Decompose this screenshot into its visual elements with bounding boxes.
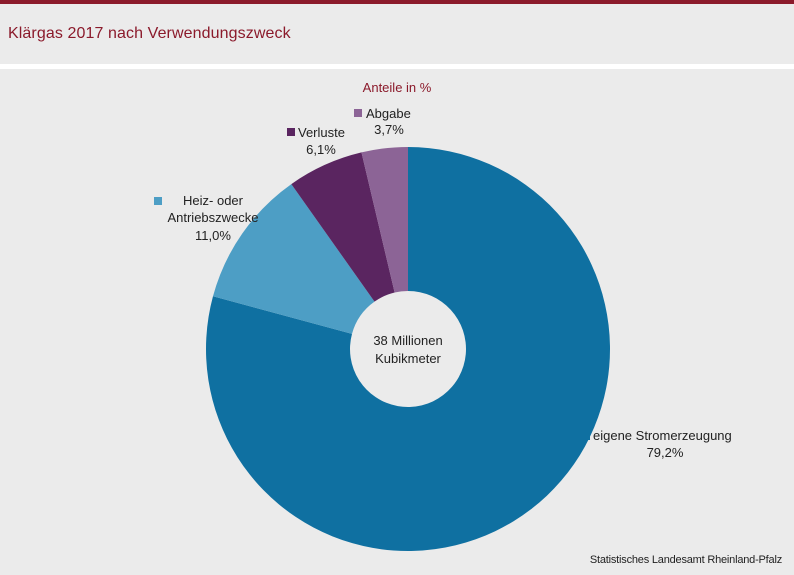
slice-label: Heiz- oder [183,193,244,208]
legend-swatch [582,432,590,440]
chart-subtitle: Anteile in % [363,80,432,95]
slice-label: eigene Stromerzeugung [593,428,732,443]
header-divider [0,64,794,69]
legend-swatch [354,109,362,117]
legend-swatch [154,197,162,205]
center-label-line: 38 Millionen [373,333,442,348]
legend-swatch [287,128,295,136]
slice-eigene-stromerzeugung [206,147,610,551]
slice-abgabe [361,147,408,293]
slice-value-label: 6,1% [306,142,336,157]
slice-label: Verluste [298,125,345,140]
slice-label: Abgabe [366,106,411,121]
slice-value-label: 79,2% [647,445,684,460]
slice-verluste [291,152,395,302]
center-label-line: Kubikmeter [375,351,441,366]
slice-value-label: 3,7% [374,122,404,137]
source-note: Statistisches Landesamt Rheinland-Pfalz [589,554,782,566]
slice-value-label: 11,0% [195,228,231,243]
top-rule [0,0,794,4]
slice-label: Antriebszwecke [167,210,258,225]
slice-heiz-oder-antriebszwecke [212,184,375,334]
chart-title: Klärgas 2017 nach Verwendungszweck [8,25,291,42]
